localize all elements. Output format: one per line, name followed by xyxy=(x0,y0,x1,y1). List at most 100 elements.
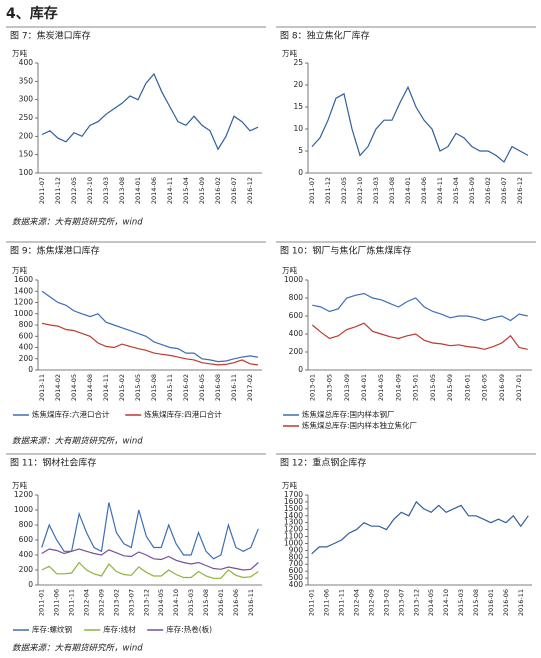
x-tick-label: 2017-01 xyxy=(515,374,523,401)
x-tick-label: 2014-09 xyxy=(394,374,402,401)
x-tick-label: 2016-01 xyxy=(463,374,471,401)
x-tick-label: 2015-02 xyxy=(118,374,126,401)
x-tick-label: 2015-08 xyxy=(472,589,480,616)
x-tick-label: 2014-11 xyxy=(166,177,174,204)
y-tick-label: 800 xyxy=(289,293,304,302)
x-tick-label: 2016-05 xyxy=(481,374,489,401)
y-tick-label: 400 xyxy=(19,550,34,559)
y-tick-label: 600 xyxy=(19,535,34,544)
x-tick-label: 2012-04 xyxy=(353,589,361,616)
series-line xyxy=(311,322,528,350)
series-line xyxy=(41,561,259,579)
series-line xyxy=(312,292,528,322)
x-tick-label: 2014-02 xyxy=(54,374,62,401)
series-line xyxy=(41,72,259,151)
x-tick-label: 2014-06 xyxy=(420,177,428,204)
chart-title: 图 8：独立焦化厂库存 xyxy=(280,30,370,42)
x-tick-label: 2015-01 xyxy=(412,374,420,401)
x-tick-label: 2013-03 xyxy=(102,177,110,204)
y-tick-label: 600 xyxy=(289,311,304,320)
series-line xyxy=(311,85,529,163)
y-tick-label: 20 xyxy=(293,80,303,89)
y-tick-label: 15 xyxy=(293,102,303,111)
legend-label: 炼焦煤总库存:国内样本钢厂 xyxy=(302,409,395,419)
x-tick-label: 2013-05 xyxy=(326,374,334,401)
x-tick-label: 2016-11 xyxy=(230,374,238,401)
y-axis-label: 万吨 xyxy=(282,48,297,58)
y-tick-label: 1600 xyxy=(284,497,303,506)
x-tick-label: 2012-05 xyxy=(70,177,78,204)
y-tick-label: 1400 xyxy=(14,286,33,295)
x-tick-label: 2016-05 xyxy=(198,374,206,401)
series-line xyxy=(41,502,259,560)
x-tick-label: 2015-04 xyxy=(452,177,460,204)
y-tick-label: 400 xyxy=(19,343,34,352)
y-tick-label: 400 xyxy=(289,329,304,338)
x-tick-label: 2014-11 xyxy=(436,177,444,204)
x-tick-label: 2016-01 xyxy=(487,589,495,616)
y-axis-label: 万吨 xyxy=(12,48,27,58)
x-tick-label: 2013-12 xyxy=(412,589,420,616)
series-line xyxy=(41,290,259,363)
x-tick-label: 2011-12 xyxy=(54,177,62,204)
y-tick-label: 800 xyxy=(19,320,34,329)
y-tick-label: 200 xyxy=(19,565,34,574)
legend-label: 库存:热卷(板) xyxy=(166,624,212,634)
x-tick-label: 2013-07 xyxy=(397,589,405,616)
y-tick-label: 1200 xyxy=(14,298,33,307)
x-tick-label: 2016-06 xyxy=(502,589,510,616)
x-tick-label: 2014-11 xyxy=(102,374,110,401)
y-tick-label: 600 xyxy=(19,331,34,340)
y-tick-label: 1200 xyxy=(284,525,303,534)
x-tick-label: 2015-09 xyxy=(446,374,454,401)
x-tick-label: 2016-11 xyxy=(517,589,525,616)
y-tick-label: 800 xyxy=(19,520,34,529)
x-tick-label: 2013-07 xyxy=(127,589,135,616)
x-tick-label: 2014-10 xyxy=(172,589,180,616)
y-tick-label: 1300 xyxy=(284,518,303,527)
legend-label: 炼焦煤库存:四港口合计 xyxy=(144,409,222,419)
y-tick-label: 1600 xyxy=(14,275,33,284)
x-tick-label: 2014-01 xyxy=(404,177,412,204)
x-tick-label: 2012-10 xyxy=(356,177,364,204)
x-tick-label: 2014-10 xyxy=(442,589,450,616)
legend-label: 库存:螺纹钢 xyxy=(32,624,72,634)
chart-title: 图 11：钢材社会库存 xyxy=(10,457,96,469)
legend-label: 库存:线材 xyxy=(103,624,136,634)
x-tick-label: 2013-11 xyxy=(38,374,46,401)
x-tick-label: 2014-01 xyxy=(360,374,368,401)
legend-label: 炼焦煤总库存:国内样本独立焦化厂 xyxy=(302,420,418,430)
x-tick-label: 2011-12 xyxy=(324,177,332,204)
x-tick-label: 2012-05 xyxy=(340,177,348,204)
x-tick-label: 2016-07 xyxy=(230,177,238,204)
x-tick-label: 2014-05 xyxy=(70,374,78,401)
series-line xyxy=(41,548,259,571)
x-tick-label: 2011-06 xyxy=(323,589,331,616)
x-tick-label: 2015-11 xyxy=(166,374,174,401)
chart-title: 图 12：重点钢企库存 xyxy=(280,457,366,469)
x-tick-label: 2014-05 xyxy=(427,589,435,616)
x-tick-label: 2013-08 xyxy=(388,177,396,204)
x-tick-label: 2016-06 xyxy=(232,589,240,616)
x-tick-label: 2012-09 xyxy=(367,589,375,616)
x-tick-label: 2015-08 xyxy=(202,589,210,616)
x-tick-label: 2015-05 xyxy=(429,374,437,401)
y-tick-label: 10 xyxy=(293,124,303,133)
y-tick-label: 500 xyxy=(289,573,304,582)
x-tick-label: 2014-08 xyxy=(86,374,94,401)
x-tick-label: 2011-06 xyxy=(53,589,61,616)
y-axis-label: 万吨 xyxy=(12,480,27,490)
y-tick-label: 25 xyxy=(293,58,303,67)
x-tick-label: 2014-06 xyxy=(150,177,158,204)
y-tick-label: 300 xyxy=(19,95,34,104)
x-tick-label: 2012-09 xyxy=(97,589,105,616)
x-tick-label: 2013-03 xyxy=(372,177,380,204)
x-tick-label: 2016-02 xyxy=(484,177,492,204)
x-tick-label: 2011-11 xyxy=(68,589,76,616)
y-tick-label: 400 xyxy=(289,580,304,589)
y-axis-label: 万吨 xyxy=(282,265,297,275)
y-tick-label: 200 xyxy=(19,354,34,363)
y-tick-label: 1400 xyxy=(284,511,303,520)
x-tick-label: 2013-02 xyxy=(112,589,120,616)
